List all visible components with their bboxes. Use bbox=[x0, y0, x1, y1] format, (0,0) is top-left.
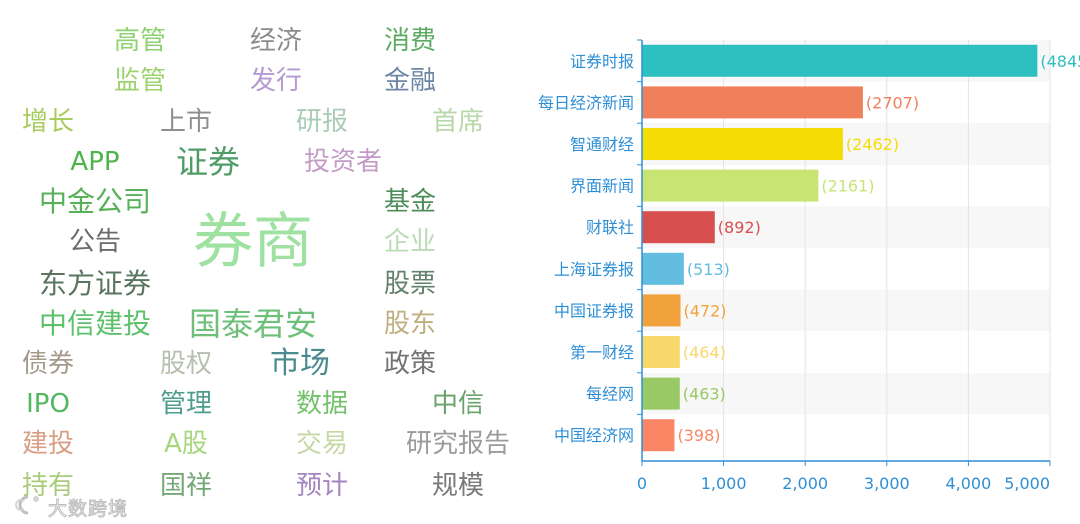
row-band bbox=[642, 372, 1050, 415]
category-label: 第一财经 bbox=[570, 343, 634, 362]
bar bbox=[642, 336, 680, 368]
category-label: 界面新闻 bbox=[570, 177, 634, 196]
word-cloud-word: 券商 bbox=[193, 207, 313, 277]
word-cloud-word: 数据 bbox=[295, 389, 349, 419]
word-cloud-word: 规模 bbox=[431, 471, 485, 501]
word-cloud-word: 管理 bbox=[159, 389, 213, 419]
word-cloud-word: 消费 bbox=[383, 26, 437, 56]
category-label: 证券时报 bbox=[570, 52, 634, 71]
word-cloud-word: 预计 bbox=[295, 471, 349, 501]
word-cloud-word: 中信 bbox=[431, 389, 485, 419]
data-label: (892) bbox=[718, 218, 761, 237]
word-cloud-word: 企业 bbox=[383, 227, 437, 257]
data-label: (2462) bbox=[846, 135, 899, 154]
data-label: (463) bbox=[683, 385, 726, 404]
word-cloud-word: 股东 bbox=[383, 309, 437, 339]
x-tick-label: 0 bbox=[637, 474, 647, 493]
watermark-text: 大数跨境 bbox=[47, 498, 129, 521]
word-cloud-word: APP bbox=[70, 147, 120, 177]
word-cloud-word: 政策 bbox=[383, 349, 437, 379]
word-cloud-word: 研报 bbox=[295, 107, 349, 137]
word-cloud-word: 上市 bbox=[159, 107, 213, 137]
word-cloud-word: 建投 bbox=[21, 429, 75, 459]
bar bbox=[642, 377, 680, 410]
word-cloud-word: 基金 bbox=[383, 187, 437, 217]
word-cloud-word: 证券 bbox=[175, 143, 241, 181]
x-tick-label: 5,000 bbox=[1004, 474, 1050, 493]
word-cloud: 高管 经济 消费监管 发行 金融增长 上市 研报 首席 APP 证券 投资者中金公司 基金券商 公告 企业… bbox=[21, 26, 511, 501]
word-cloud-word: 国祥 bbox=[159, 471, 213, 501]
word-cloud-word: A股 bbox=[164, 429, 208, 459]
word-cloud-word: 投资者 bbox=[303, 147, 383, 177]
category-label: 每日经济新闻 bbox=[538, 93, 634, 112]
data-label: (2707) bbox=[866, 93, 919, 112]
word-cloud-word: 市场 bbox=[270, 346, 330, 381]
x-tick-label: 1,000 bbox=[701, 474, 747, 493]
word-cloud-word: 发行 bbox=[249, 66, 303, 96]
watermark: 大数跨境 bbox=[14, 492, 154, 521]
data-label: (464) bbox=[683, 343, 726, 362]
word-cloud-word: 研究报告 bbox=[405, 429, 511, 459]
category-label: 财联社 bbox=[586, 218, 634, 237]
category-label: 上海证券报 bbox=[554, 260, 634, 279]
word-cloud-word: 持有 bbox=[21, 471, 75, 501]
bar bbox=[642, 169, 819, 202]
x-tick-label: 3,000 bbox=[864, 474, 910, 493]
watermark-logo-icon bbox=[15, 495, 39, 515]
data-label: (4845) bbox=[1040, 52, 1080, 71]
bar bbox=[642, 86, 863, 119]
bar bbox=[642, 419, 675, 452]
category-label: 智通财经 bbox=[570, 135, 634, 154]
word-cloud-word: 增长 bbox=[21, 107, 75, 137]
word-cloud-word: 首席 bbox=[431, 107, 485, 137]
word-cloud-word: 高管 bbox=[113, 26, 167, 56]
word-cloud-word: 中金公司 bbox=[38, 185, 152, 218]
bar bbox=[642, 128, 843, 160]
data-label: (513) bbox=[687, 260, 730, 279]
word-cloud-word: 中信建投 bbox=[38, 307, 152, 340]
word-cloud-word: 监管 bbox=[113, 66, 167, 96]
x-tick-label: 2,000 bbox=[782, 474, 828, 493]
category-label: 中国经济网 bbox=[554, 426, 634, 445]
word-cloud-word: 经济 bbox=[249, 26, 303, 56]
word-cloud-word: IPO bbox=[26, 389, 70, 419]
word-cloud-word: 交易 bbox=[295, 429, 349, 459]
word-cloud-word: 股票 bbox=[383, 269, 437, 299]
data-label: (472) bbox=[684, 301, 727, 320]
word-cloud-word: 股权 bbox=[159, 349, 213, 379]
row-band bbox=[642, 289, 1050, 332]
word-cloud-word: 东方证券 bbox=[38, 267, 152, 300]
bar bbox=[642, 294, 681, 327]
word-cloud-word: 国泰君安 bbox=[188, 305, 318, 343]
bar bbox=[642, 252, 684, 285]
category-label: 每经网 bbox=[586, 385, 634, 404]
bar bbox=[642, 44, 1038, 77]
bar bbox=[642, 211, 715, 244]
x-tick-label: 4,000 bbox=[945, 474, 991, 493]
data-label: (398) bbox=[677, 426, 720, 445]
data-label: (2161) bbox=[821, 177, 874, 196]
word-cloud-word: 金融 bbox=[383, 66, 437, 96]
category-label: 中国证券报 bbox=[554, 301, 634, 320]
word-cloud-word: 公告 bbox=[68, 227, 122, 257]
word-cloud-word: 债券 bbox=[21, 349, 75, 379]
